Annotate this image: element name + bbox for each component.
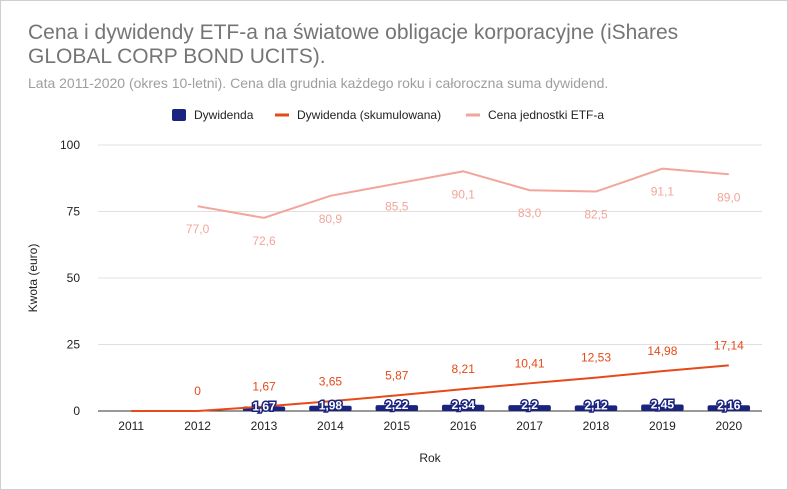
chart-title: Cena i dywidendy ETF-a na światowe oblig… <box>28 21 679 68</box>
x-tick-label: 2020 <box>715 419 742 433</box>
point-label-1-2014: 3,65 <box>319 374 343 388</box>
point-label-1-2017: 10,41 <box>515 356 545 370</box>
x-tick-label: 2018 <box>583 419 610 433</box>
y-tick-label: 75 <box>67 205 81 219</box>
point-label-2-2014: 80,9 <box>319 212 343 226</box>
point-label-1-2015: 5,87 <box>385 368 409 382</box>
point-label-1-2016: 8,21 <box>452 362 476 376</box>
bar-2019 <box>641 404 684 411</box>
point-label-2-2013: 72,6 <box>252 234 276 248</box>
point-label-2-2015: 85,5 <box>385 200 409 214</box>
x-tick-label: 2019 <box>649 419 676 433</box>
point-label-2-2020: 89,0 <box>717 190 741 204</box>
legend-swatch-0 <box>172 109 186 121</box>
point-label-2-2019: 91,1 <box>651 185 675 199</box>
data-labels: 1,67 1,98 2,22 2,34 2,2 2,12 2,45 2,16 0 1,67 3,65… <box>186 185 744 415</box>
chart-subtitle: Lata 2011-2020 (okres 10-letni). Cena dl… <box>28 75 609 91</box>
x-axis-title: Rok <box>419 451 441 465</box>
bars <box>242 404 751 411</box>
bar-label-2016: 2,34 <box>452 398 476 412</box>
bar-2015 <box>375 405 419 411</box>
bar-2018 <box>574 405 618 411</box>
bar-label-2018: 2,12 <box>584 398 608 412</box>
legend-label-2: Cena jednostki ETF-a <box>488 108 604 122</box>
point-label-1-2012: 0 <box>194 384 201 398</box>
axes: 0 25 50 75 100 2011 2012 2013 2014 2015 2016 2017 20… <box>26 138 742 465</box>
point-label-2-2018: 82,5 <box>584 208 608 222</box>
grid <box>98 144 762 412</box>
point-label-1-2018: 12,53 <box>581 351 611 365</box>
x-tick-label: 2017 <box>516 419 543 433</box>
bar-2016 <box>441 404 485 411</box>
point-label-1-2020: 17,14 <box>714 338 744 352</box>
bar-2017 <box>508 405 551 411</box>
point-label-1-2019: 14,98 <box>647 344 677 358</box>
point-label-2-2017: 83,0 <box>518 206 542 220</box>
y-tick-label: 0 <box>73 404 80 418</box>
bar-label-2020: 2,16 <box>717 398 741 412</box>
y-tick-label: 100 <box>60 138 80 152</box>
legend-label-1: Dywidenda (skumulowana) <box>297 108 441 122</box>
x-tick-label: 2013 <box>251 419 278 433</box>
y-tick-label: 50 <box>67 271 81 285</box>
bar-label-2017: 2,2 <box>521 398 538 412</box>
legend: Dywidenda Dywidenda (skumulowana) Cena jed… <box>172 108 604 122</box>
point-label-1-2013: 1,67 <box>252 380 276 394</box>
x-tick-label: 2014 <box>317 419 344 433</box>
bar-2020 <box>707 405 751 411</box>
bar-label-2014: 1,98 <box>319 399 343 413</box>
bar-2014 <box>309 405 352 411</box>
point-label-2-2012: 77,0 <box>186 222 210 236</box>
legend-label-0: Dywidenda <box>194 108 254 122</box>
bar-label-2019: 2,45 <box>651 397 675 411</box>
lines <box>131 167 729 412</box>
x-tick-label: 2016 <box>450 419 477 433</box>
bar-label-2015: 2,22 <box>385 398 409 412</box>
x-tick-label: 2012 <box>184 419 211 433</box>
point-label-2-2016: 90,1 <box>452 187 476 201</box>
x-tick-label: 2011 <box>118 419 144 433</box>
series-line-1 <box>131 364 729 412</box>
y-axis-title: Kwota (euro) <box>26 244 40 313</box>
series-line-2 <box>197 167 729 219</box>
y-tick-label: 25 <box>67 338 81 352</box>
x-tick-label: 2015 <box>383 419 410 433</box>
bar-label-2013: 1,67 <box>252 400 276 414</box>
